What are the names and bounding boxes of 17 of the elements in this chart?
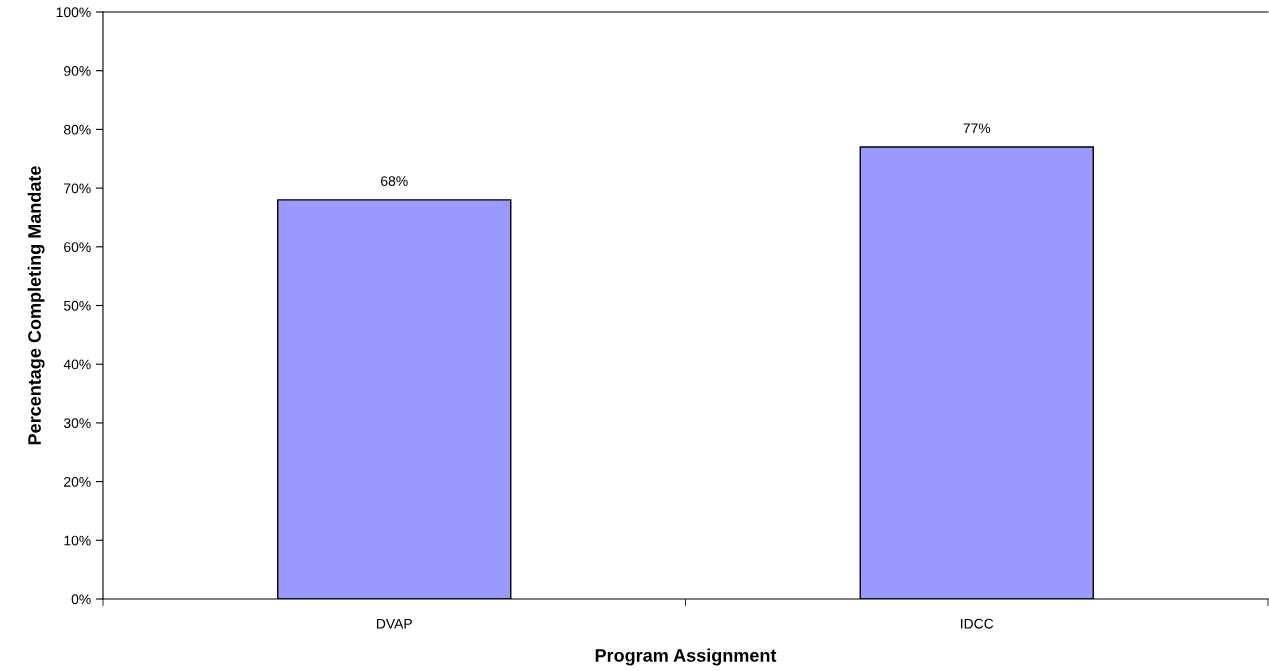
y-axis-title: Percentage Completing Mandate [27, 166, 45, 445]
y-tick-label: 100% [56, 7, 91, 18]
y-tick-label: 30% [63, 418, 91, 429]
y-tick-label: 50% [63, 300, 91, 311]
y-tick-label: 70% [64, 183, 91, 194]
y-tick-label: 10% [64, 535, 91, 546]
data-label: 68% [381, 176, 408, 186]
y-tick-label: 20% [64, 476, 91, 487]
y-tick-label: 0% [71, 594, 91, 605]
x-axis-title: Program Assignment [595, 648, 777, 666]
x-tick-label: DVAP [376, 618, 412, 629]
y-tick-label: 80% [64, 124, 91, 135]
data-label: 77% [963, 123, 991, 134]
y-tick-label: 40% [63, 359, 91, 370]
y-tick-label: 90% [64, 66, 91, 76]
y-tick-label: 60% [64, 242, 91, 252]
x-tick-label: IDCC [961, 618, 994, 629]
